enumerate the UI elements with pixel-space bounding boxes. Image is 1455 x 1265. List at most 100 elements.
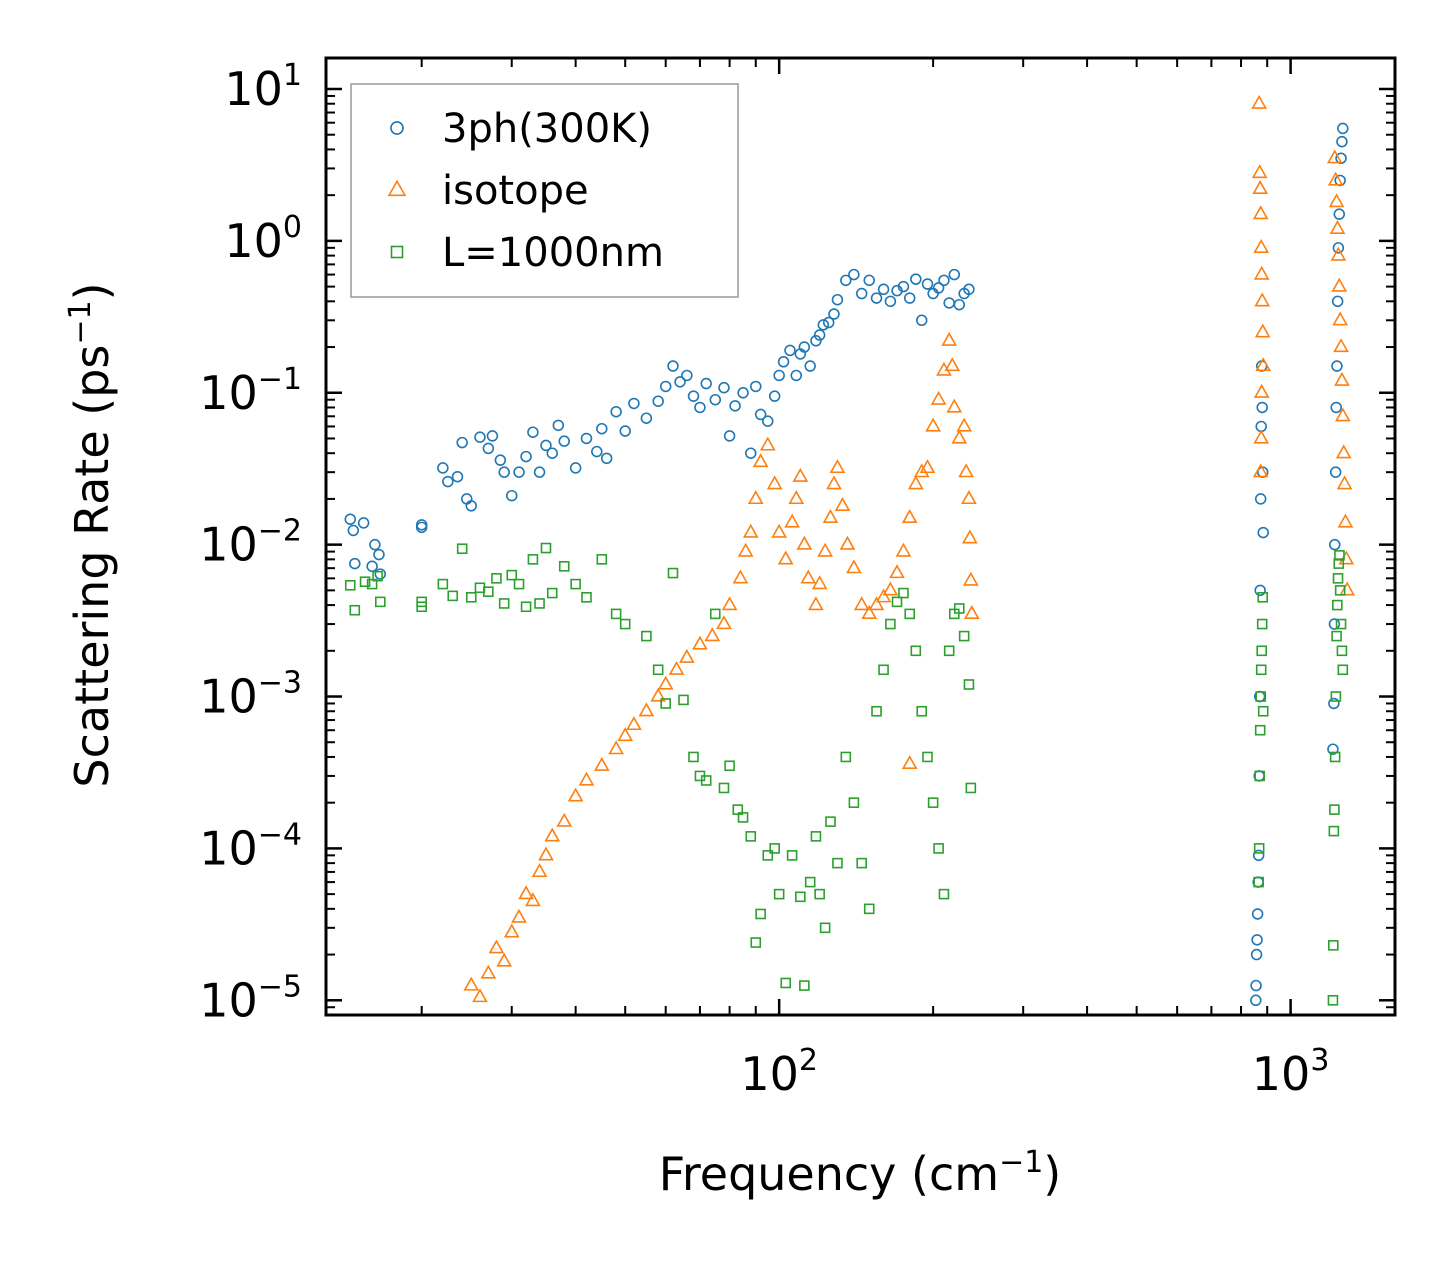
data-point — [839, 535, 856, 550]
x-axis-label: Frequency (cm−1) — [659, 1145, 1062, 1201]
data-point — [1254, 323, 1271, 338]
data-point — [709, 393, 722, 406]
data-point — [822, 316, 835, 329]
data-point — [1251, 164, 1268, 179]
data-point — [442, 475, 454, 488]
data-point — [1254, 292, 1271, 307]
series-3 — [344, 542, 1349, 1006]
data-point — [737, 542, 754, 557]
data-point — [558, 435, 570, 447]
data-point — [1332, 599, 1343, 611]
data-point — [511, 908, 527, 923]
data-point — [786, 850, 798, 861]
data-point — [447, 590, 459, 602]
data-point — [795, 891, 806, 903]
data-point — [870, 292, 883, 304]
data-point — [901, 509, 918, 524]
data-point — [1257, 592, 1269, 603]
data-point — [868, 596, 885, 611]
y-tick-label: 10−3 — [199, 666, 302, 724]
data-point — [898, 587, 909, 599]
data-point — [910, 645, 922, 657]
data-point — [1327, 743, 1339, 755]
data-point — [552, 419, 565, 432]
data-point — [1253, 383, 1270, 398]
data-point — [437, 462, 449, 474]
data-point — [456, 436, 468, 449]
data-point — [1326, 149, 1343, 164]
data-point — [828, 308, 840, 320]
data-point — [768, 390, 781, 402]
data-point — [660, 698, 672, 709]
data-point — [853, 596, 870, 611]
data-point — [366, 560, 378, 573]
data-point — [480, 964, 497, 979]
data-point — [569, 462, 582, 474]
data-point — [558, 561, 570, 572]
data-point — [953, 603, 965, 614]
data-point — [921, 278, 934, 290]
data-point — [505, 489, 518, 502]
data-point — [941, 331, 958, 346]
data-point — [538, 846, 554, 861]
data-point — [667, 360, 679, 372]
data-point — [1256, 618, 1268, 630]
data-point — [1329, 466, 1342, 478]
data-point — [840, 751, 852, 763]
x-tick-label: 103 — [1252, 1043, 1330, 1101]
data-point — [491, 573, 502, 584]
data-point — [1331, 295, 1344, 308]
data-point — [1257, 526, 1269, 539]
data-point — [913, 463, 930, 478]
data-point — [938, 274, 950, 287]
data-point — [1253, 876, 1264, 888]
data-point — [619, 425, 631, 437]
data-point — [792, 467, 809, 482]
data-point — [596, 554, 608, 565]
data-point — [659, 380, 672, 393]
data-point — [819, 922, 831, 934]
data-point — [628, 397, 640, 410]
data-point — [737, 812, 749, 823]
data-point — [359, 576, 371, 588]
data-point — [591, 445, 603, 458]
data-point — [513, 578, 525, 590]
data-point — [1338, 550, 1355, 565]
data-point — [437, 578, 449, 590]
data-point — [1335, 618, 1347, 630]
data-point — [374, 568, 387, 580]
data-point — [1329, 751, 1341, 763]
data-point — [922, 751, 933, 763]
legend-marker — [390, 245, 404, 259]
data-point — [1328, 697, 1340, 710]
data-point — [752, 453, 769, 468]
data-point — [578, 771, 595, 786]
data-point — [652, 395, 664, 407]
y-tick-label: 10−2 — [199, 514, 302, 572]
data-point — [482, 442, 495, 455]
data-point — [498, 598, 510, 609]
data-point — [617, 727, 634, 742]
data-point — [796, 535, 813, 550]
data-point — [1253, 843, 1265, 854]
legend-item: 3ph(300K) — [390, 106, 652, 152]
data-point — [938, 888, 950, 900]
data-point — [700, 775, 712, 786]
data-point — [901, 755, 918, 770]
data-point — [808, 596, 824, 611]
data-point — [958, 630, 970, 642]
data-point — [700, 377, 712, 390]
data-point — [567, 787, 584, 802]
data-point — [1250, 994, 1262, 1007]
data-point — [1331, 277, 1348, 292]
data-point — [1332, 311, 1349, 326]
data-point — [755, 908, 766, 920]
data-point — [747, 490, 764, 505]
data-point — [1330, 246, 1347, 261]
data-point — [570, 578, 581, 590]
data-point — [884, 295, 897, 308]
data-point — [863, 903, 875, 915]
data-point — [456, 543, 468, 555]
data-point — [415, 521, 428, 534]
data-point — [349, 557, 361, 570]
